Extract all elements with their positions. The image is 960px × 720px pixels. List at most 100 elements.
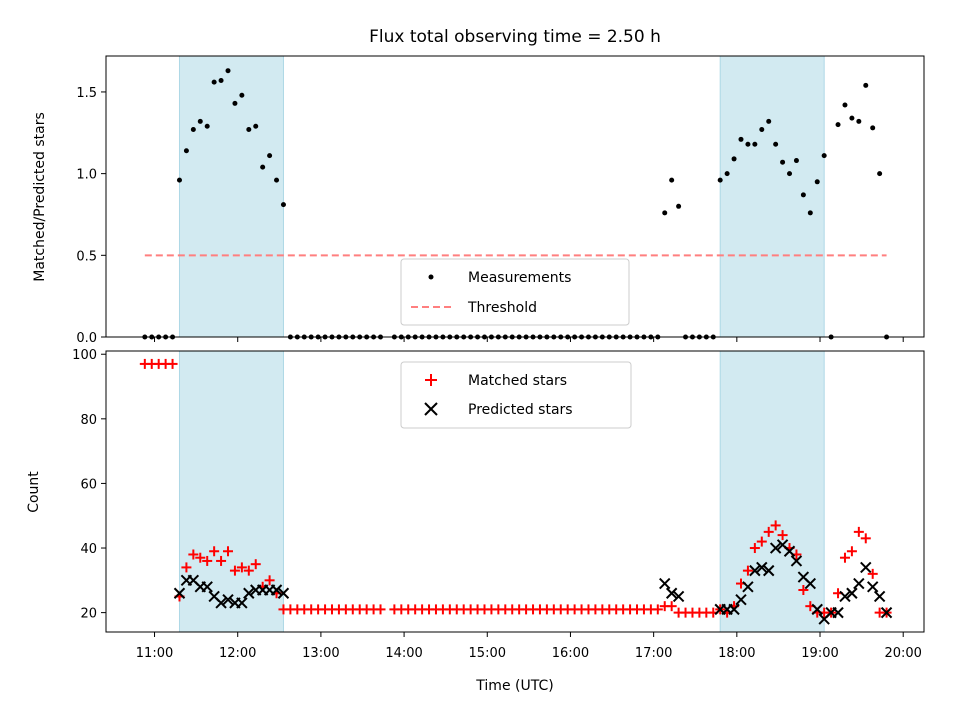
measurement-point: [745, 141, 751, 147]
matched-star-point: [250, 559, 261, 570]
x-tick-label: 20:00: [884, 646, 921, 661]
matched-star-point: [867, 568, 878, 579]
predicted-star-point: [236, 597, 248, 609]
matched-star-point: [846, 546, 857, 557]
shaded-region: [178, 350, 284, 633]
top-x-ticks: [154, 337, 904, 342]
matched-star-point: [770, 520, 781, 531]
measurement-point: [267, 153, 273, 159]
measurement-point: [190, 127, 196, 133]
predicted-star-point: [742, 581, 754, 593]
measurement-point: [232, 100, 238, 106]
bottom-y-axis-label: Count: [26, 471, 42, 513]
bottom-x-ticks: 11:00 12:00 13:00 14:00 15:00 16:00 17:00 18:00…: [136, 632, 922, 661]
predicted-star-point: [201, 581, 213, 593]
top-legend-box: [400, 258, 630, 326]
bottom-panel: 20 40 60 80 100 11:00 12:00 13:00 14:00 15:00 16:…: [26, 348, 925, 694]
measurement-point: [731, 156, 737, 162]
measurement-point: [717, 177, 723, 183]
matched-star-point: [375, 604, 386, 615]
top-y-ticks: 0.0 0.5 1.0 1.5: [76, 86, 106, 346]
matched-star-point: [666, 601, 677, 612]
y-tick-label: 0.5: [76, 249, 97, 264]
shaded-region: [178, 55, 284, 338]
measurement-point: [780, 159, 786, 165]
predicted-star-point: [277, 587, 290, 599]
measurement-point: [669, 177, 675, 183]
x-tick-label: 19:00: [801, 646, 838, 661]
measurement-point: [676, 203, 682, 209]
matched-star-point: [763, 526, 774, 537]
top-axes-frame: [105, 55, 925, 338]
shaded-region: [719, 55, 825, 338]
predicted-star-point: [832, 606, 844, 619]
measurement-point: [800, 192, 806, 198]
x-tick-label: 13:00: [302, 646, 339, 661]
x-axis-label: Time (UTC): [475, 678, 553, 694]
measurement-point: [842, 102, 848, 108]
x-tick-label: 12:00: [219, 646, 256, 661]
legend-predicted-label: Predicted stars: [468, 402, 573, 418]
bottom-legend: Matched stars Predicted stars: [400, 361, 632, 429]
measurement-point: [274, 177, 280, 183]
measurement-point: [752, 141, 758, 147]
measurement-point: [239, 92, 245, 98]
measurement-point: [877, 171, 883, 177]
measurement-point: [197, 118, 203, 124]
measurement-point: [724, 171, 730, 177]
x-tick-label: 17:00: [635, 646, 672, 661]
measurement-point: [773, 141, 779, 147]
predicted-star-point: [860, 561, 872, 574]
predicted-star-point: [811, 603, 823, 616]
measurement-point: [793, 158, 799, 164]
matched-star-point: [195, 552, 206, 563]
matched-star-point: [223, 546, 234, 557]
top-panel: 0.0 0.5 1.0 1.5 Flux total observing time =…: [32, 27, 925, 346]
matched-star-point: [756, 536, 767, 547]
y-tick-label: 100: [72, 348, 97, 363]
measurement-point: [766, 118, 772, 124]
matched-star-point: [749, 543, 760, 554]
measurement-point: [225, 68, 231, 74]
matched-star-point: [202, 555, 213, 566]
y-tick-label: 40: [80, 542, 97, 557]
bottom-axes-frame: [105, 350, 925, 633]
legend-measurements-label: Measurements: [468, 270, 571, 286]
matched-star-point: [777, 530, 788, 541]
matched-star-point: [236, 562, 247, 573]
top-legend: Measurements Threshold: [400, 258, 630, 326]
predicted-star-point: [839, 590, 851, 603]
predicted-star-point: [769, 542, 782, 554]
bottom-y-ticks: 20 40 60 80 100: [72, 348, 106, 622]
matched-star-point: [181, 562, 192, 573]
measurement-point: [246, 127, 252, 133]
x-tick-label: 11:00: [136, 646, 173, 661]
matched-star-point: [167, 358, 178, 369]
predicted-star-point: [672, 590, 685, 603]
predicted-star-point: [853, 577, 865, 590]
matched-star-point: [839, 552, 850, 563]
predicted-star-point: [873, 590, 886, 603]
measurement-point: [835, 122, 841, 128]
measurement-point: [870, 125, 876, 131]
predicted-star-point: [804, 577, 817, 590]
x-tick-label: 16:00: [552, 646, 589, 661]
measurement-point: [260, 164, 266, 170]
measurement-point: [204, 123, 210, 129]
predicted-star-point: [846, 587, 858, 599]
predicted-star-point: [222, 593, 234, 606]
measurement-point: [821, 153, 827, 159]
matched-star-point: [798, 585, 809, 596]
measurement-point: [218, 78, 224, 84]
predicted-star-point: [735, 593, 747, 606]
matched-star-point: [229, 565, 240, 576]
predicted-star-point: [783, 545, 796, 557]
matched-star-point: [188, 549, 199, 560]
chart-title: Flux total observing time = 2.50 h: [369, 27, 661, 47]
x-tick-label: 15:00: [469, 646, 506, 661]
measurement-point: [863, 82, 869, 88]
y-tick-label: 0.0: [76, 331, 97, 346]
predicted-star-point: [880, 606, 893, 619]
bottom-legend-box: [400, 361, 632, 429]
